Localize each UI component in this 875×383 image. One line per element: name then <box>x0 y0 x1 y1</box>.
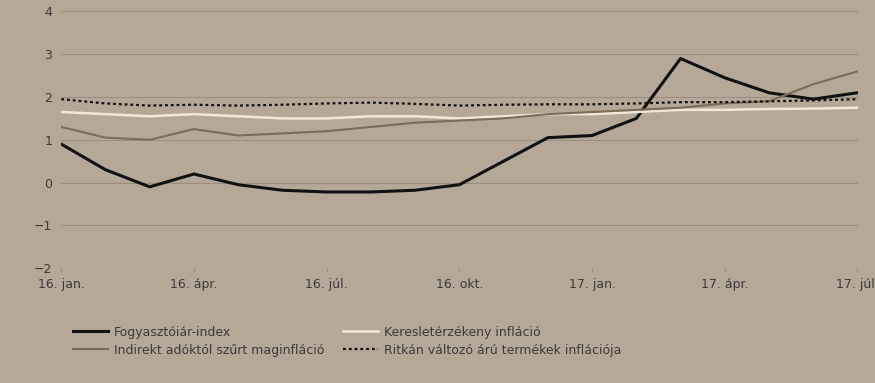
Legend: Fogyasztóiár-index, Indirekt adóktól szűrt maginfláció, Keresletérzékeny infláci: Fogyasztóiár-index, Indirekt adóktól szű… <box>67 321 626 362</box>
